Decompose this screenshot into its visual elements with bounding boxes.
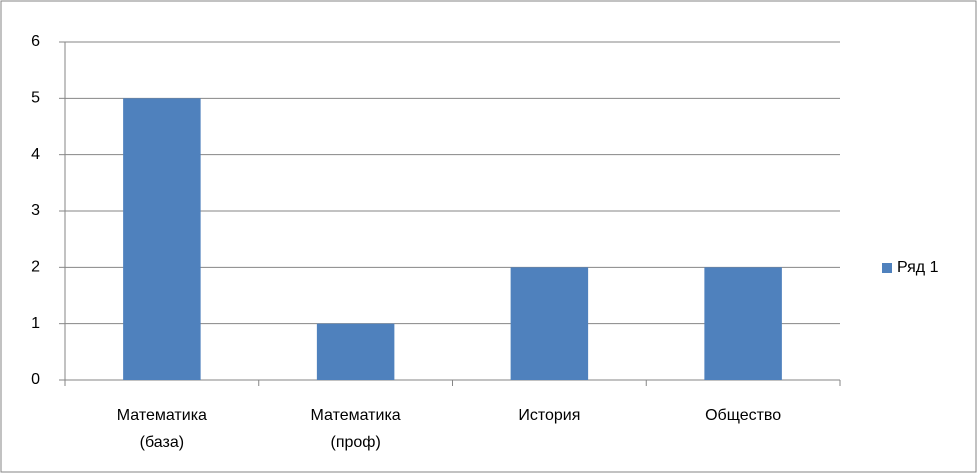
bar <box>704 267 782 380</box>
bar <box>123 98 201 380</box>
y-tick-label: 1 <box>31 315 40 332</box>
legend-swatch <box>882 263 892 273</box>
x-tick-label: История <box>518 407 581 424</box>
x-tick-label: Математика (база) <box>116 407 207 451</box>
x-tick-label: Математика (проф) <box>310 407 401 451</box>
y-tick-label: 4 <box>31 146 40 163</box>
y-tick-label: 3 <box>31 202 40 219</box>
x-tick-label: Общество <box>705 407 782 424</box>
y-tick-label: 2 <box>31 259 40 276</box>
y-tick-label: 0 <box>31 371 40 388</box>
y-tick-label: 6 <box>31 33 40 50</box>
bar <box>316 323 395 380</box>
y-tick-label: 5 <box>31 90 40 107</box>
bar <box>510 267 589 380</box>
legend-label: Ряд 1 <box>897 259 939 276</box>
